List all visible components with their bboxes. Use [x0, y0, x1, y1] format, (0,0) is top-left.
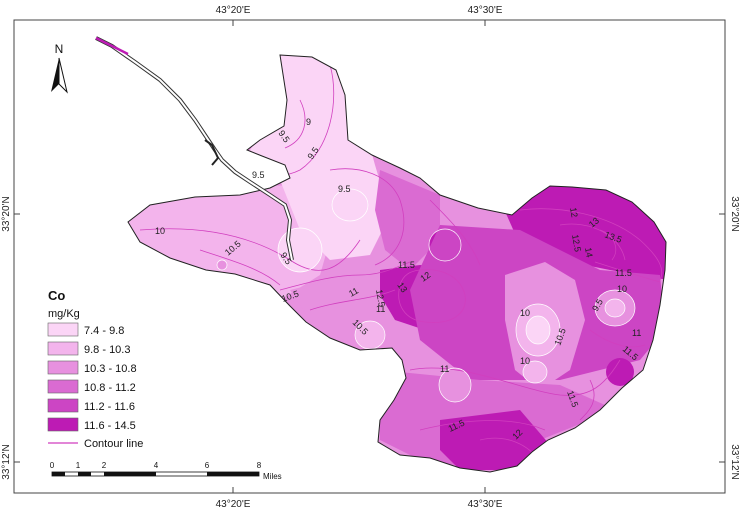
north-arrow: N [51, 42, 68, 94]
contour-label: 12.5 [570, 234, 583, 253]
zone-northeast-high [500, 180, 666, 280]
legend-swatch [47, 379, 79, 394]
legend-unit: mg/Kg [48, 308, 80, 320]
zone-east-lowest [526, 316, 550, 344]
contour-label: 11.5 [615, 268, 632, 278]
contour-label: 12.5 [374, 289, 387, 308]
scale-tick: 4 [154, 461, 159, 470]
graticule-left-1: 33°20'N [1, 196, 12, 231]
zone-east-ring-inner [605, 299, 625, 317]
legend-class-label: 11.2 - 11.6 [84, 401, 135, 413]
contour-labels: 9 9.5 9.5 9.5 9.5 10 10.5 9.5 10.5 11 11… [155, 117, 641, 441]
legend-swatch [47, 360, 79, 375]
graticule-ticks [14, 20, 725, 493]
graticule-top-1: 43°20'E [216, 5, 251, 16]
contour-label: 13 [395, 280, 409, 294]
contour-label: 10 [155, 226, 165, 236]
zone-south-spot [439, 368, 471, 402]
contour-label: 9 [306, 117, 311, 127]
zone-west-light [128, 185, 330, 300]
legend-contour-label: Contour line [84, 438, 143, 450]
graticule-right-2: 33°12'N [729, 444, 739, 479]
graticule-left-2: 33°12'N [1, 444, 12, 479]
north-arrow-icon-half [58, 57, 68, 94]
legend-class-label: 11.6 - 14.5 [84, 420, 136, 432]
legend-title: Co [48, 288, 65, 303]
legend-swatch [47, 322, 79, 337]
contour-label: 11.5 [398, 260, 415, 270]
contour-label: 11 [632, 328, 641, 338]
scale-tick: 8 [257, 461, 262, 470]
legend-classes: 7.4 - 9.8 9.8 - 10.3 10.3 - 10.8 10.8 - 11.… [47, 322, 137, 432]
graticule-right-1: 33°20'N [729, 196, 739, 231]
graticule-bottom-1: 43°20'E [216, 499, 251, 510]
river [95, 36, 294, 261]
contour-label: 9.5 [252, 170, 265, 180]
legend: Co mg/Kg 7.4 - 9.8 9.8 - 10.3 10.3 - 10.8 1… [47, 288, 143, 450]
legend-class-label: 10.3 - 10.8 [84, 363, 137, 375]
zone-southeast-spot [523, 361, 547, 383]
contour-label: 11 [347, 285, 360, 298]
north-arrow-label: N [55, 42, 64, 56]
scale-tick: 6 [205, 461, 210, 470]
legend-swatch [47, 417, 79, 432]
contour-label: 11 [376, 304, 385, 314]
scale-tick: 1 [76, 461, 81, 470]
contour-label: 14 [583, 247, 595, 259]
contour-label: 10 [617, 284, 627, 294]
north-arrow-icon [51, 58, 59, 92]
zone-southeast-high [606, 358, 634, 386]
graticule-bottom-2: 43°30'E [468, 499, 503, 510]
legend-class-label: 10.8 - 11.2 [84, 382, 136, 394]
graticule-top-2: 43°30'E [468, 5, 503, 16]
legend-swatch [47, 398, 79, 413]
scale-bar: 0 1 2 4 6 8 Miles [50, 461, 282, 481]
contour-label: 13 [587, 215, 601, 229]
legend-swatch [47, 341, 79, 356]
zone-west-spot [355, 321, 385, 349]
contour-label: 12 [568, 207, 580, 219]
contour-label: 11 [440, 364, 449, 374]
legend-class-label: 9.8 - 10.3 [84, 344, 130, 356]
study-area-outline [127, 54, 667, 473]
zone-south-high [440, 410, 550, 470]
scale-tick: 0 [50, 461, 55, 470]
contour-rings [216, 188, 636, 403]
contour-label: 10 [520, 308, 530, 318]
zone-north-low-spot [332, 189, 368, 221]
zone-west-tiny-spot [217, 260, 227, 270]
legend-class-label: 7.4 - 9.8 [84, 325, 124, 337]
contour-label: 9.5 [338, 184, 351, 194]
contour-label: 12 [418, 270, 432, 284]
scale-tick: 2 [102, 461, 107, 470]
scale-unit: Miles [263, 472, 282, 481]
contour-label: 10 [520, 356, 530, 366]
zone-north-mid [375, 170, 440, 270]
